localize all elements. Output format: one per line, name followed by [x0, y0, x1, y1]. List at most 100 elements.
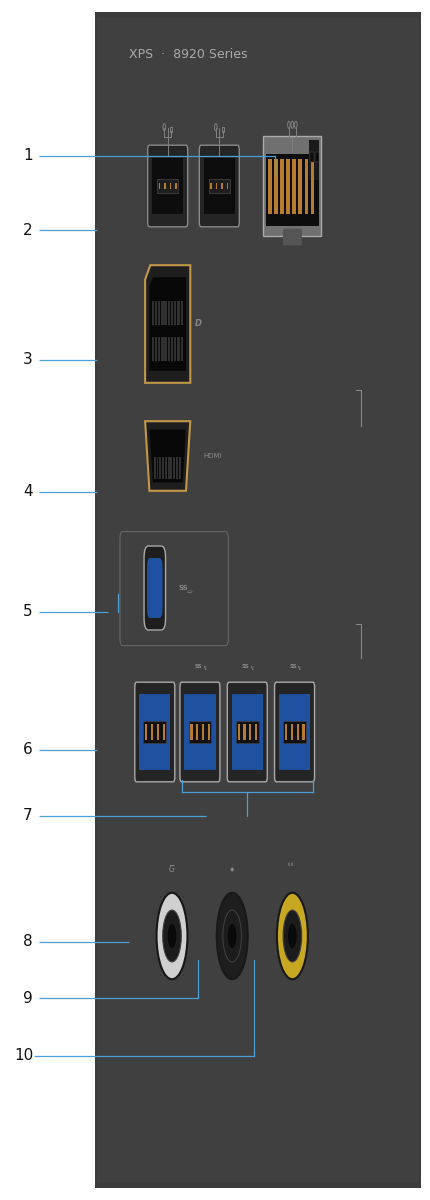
FancyBboxPatch shape — [148, 145, 187, 227]
Bar — [169, 182, 171, 190]
Bar — [158, 337, 160, 361]
Bar — [190, 725, 193, 739]
Text: XPS  ·  8920 Series: XPS · 8920 Series — [129, 48, 248, 60]
Polygon shape — [150, 430, 186, 482]
Bar — [209, 179, 230, 193]
Bar — [159, 182, 160, 190]
FancyBboxPatch shape — [135, 682, 175, 782]
Circle shape — [168, 924, 176, 948]
Bar — [97, 18, 419, 1182]
Bar — [202, 725, 204, 739]
Bar — [175, 182, 177, 190]
Bar — [162, 457, 164, 479]
Bar — [152, 158, 183, 214]
Bar — [165, 457, 167, 479]
Circle shape — [288, 924, 297, 948]
FancyBboxPatch shape — [180, 682, 220, 782]
Text: HDMI: HDMI — [203, 452, 222, 458]
Bar — [285, 725, 287, 739]
Text: ↯: ↯ — [297, 666, 301, 671]
Text: 5: 5 — [23, 605, 33, 619]
Bar — [309, 139, 319, 180]
Bar — [280, 160, 284, 214]
Bar — [174, 337, 176, 361]
Bar — [181, 337, 183, 361]
Bar — [181, 301, 183, 325]
Bar — [204, 158, 235, 214]
Bar — [155, 337, 157, 361]
Text: SS: SS — [195, 664, 203, 668]
Bar — [310, 152, 314, 162]
Bar — [227, 182, 228, 190]
Bar — [170, 457, 172, 479]
Text: D: D — [194, 319, 202, 329]
Bar — [161, 337, 163, 361]
Bar — [178, 301, 180, 325]
Bar — [238, 725, 240, 739]
Bar — [168, 301, 170, 325]
FancyBboxPatch shape — [200, 145, 239, 227]
Bar — [279, 694, 310, 770]
Bar — [283, 721, 306, 743]
Bar — [266, 155, 319, 226]
Text: G̅: G̅ — [169, 865, 175, 875]
Text: 3: 3 — [23, 353, 33, 367]
Bar — [179, 457, 181, 479]
Bar — [292, 160, 296, 214]
Bar — [151, 725, 153, 739]
Bar — [161, 301, 163, 325]
Bar — [268, 160, 272, 214]
Bar — [95, 12, 421, 1188]
Text: 10: 10 — [14, 1049, 33, 1063]
Bar — [189, 721, 211, 743]
Text: ♦: ♦ — [229, 866, 235, 874]
Bar — [286, 160, 290, 214]
Bar — [221, 182, 223, 190]
Bar — [291, 725, 293, 739]
Circle shape — [277, 893, 308, 979]
Circle shape — [157, 893, 187, 979]
Bar — [255, 725, 257, 739]
Text: SS: SS — [242, 664, 250, 668]
Bar — [173, 457, 175, 479]
Circle shape — [217, 893, 248, 979]
Bar — [222, 127, 224, 132]
Bar — [208, 725, 210, 739]
Bar — [178, 337, 180, 361]
Text: 7: 7 — [23, 809, 33, 823]
Circle shape — [228, 924, 236, 948]
Bar — [160, 457, 161, 479]
Bar — [171, 337, 173, 361]
Bar — [144, 721, 166, 743]
FancyBboxPatch shape — [227, 682, 267, 782]
Bar — [154, 457, 156, 479]
Bar — [304, 160, 308, 214]
Text: 6: 6 — [23, 743, 33, 757]
Text: 8: 8 — [23, 935, 33, 949]
Bar — [174, 301, 176, 325]
Text: 9: 9 — [23, 991, 33, 1006]
Bar — [274, 160, 278, 214]
Circle shape — [163, 910, 181, 962]
Bar — [243, 725, 246, 739]
Bar — [165, 337, 167, 361]
Text: SS: SS — [289, 664, 297, 668]
Bar — [168, 457, 170, 479]
Bar — [155, 301, 157, 325]
Bar — [184, 694, 216, 770]
Bar — [216, 182, 218, 190]
Bar — [176, 457, 178, 479]
Bar — [168, 337, 170, 361]
Bar — [298, 160, 302, 214]
Bar — [297, 725, 299, 739]
Bar — [139, 694, 171, 770]
Bar — [249, 725, 252, 739]
Text: 4: 4 — [23, 485, 33, 499]
Bar — [157, 179, 178, 193]
Polygon shape — [145, 265, 190, 383]
Bar — [152, 301, 154, 325]
Text: ∧∧: ∧∧ — [286, 862, 294, 866]
Bar — [236, 721, 258, 743]
Circle shape — [283, 910, 302, 962]
Bar — [310, 160, 314, 214]
